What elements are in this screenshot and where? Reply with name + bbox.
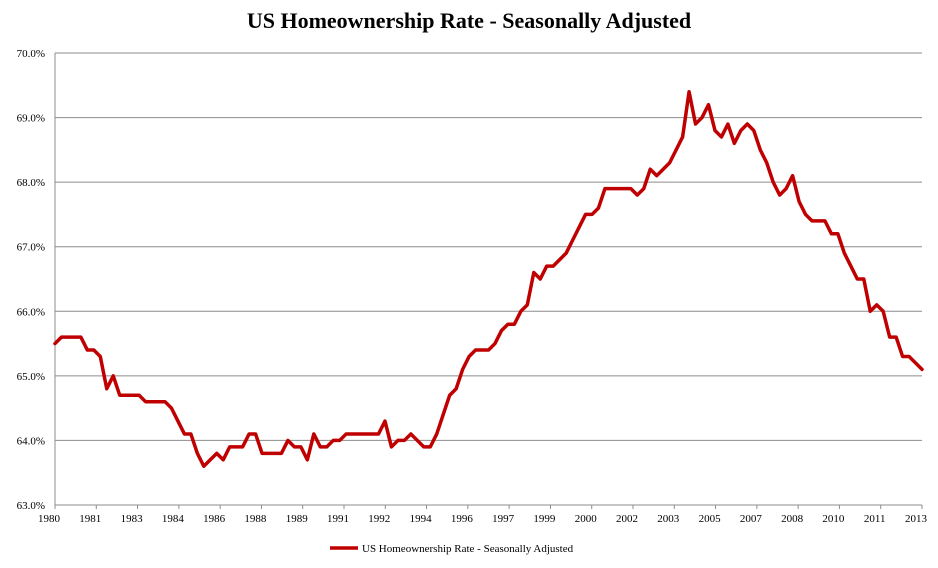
axes [54, 53, 923, 509]
x-tick-label: 1983 [121, 513, 144, 525]
x-tick-label: 1989 [286, 513, 309, 525]
x-tick-label: 1980 [38, 513, 61, 525]
x-tick-label: 1996 [451, 513, 474, 525]
x-tick-label: 2013 [905, 513, 928, 525]
y-tick-labels: 63.0% 64.0% 65.0% 66.0% 67.0% 68.0% 69.0% 70.0% [17, 48, 45, 512]
x-tick-label: 1997 [492, 513, 515, 525]
y-tick-label: 63.0% [17, 500, 45, 512]
x-tick-label: 2008 [781, 513, 804, 525]
x-tick-label: 1981 [79, 513, 101, 525]
x-tick-label: 2007 [740, 513, 763, 525]
legend-label: US Homeownership Rate - Seasonally Adjus… [362, 543, 574, 555]
x-tick-labels: 1980 1981 1983 1984 1986 1988 1989 1991 1992 1994… [38, 513, 928, 525]
x-tick-label: 1999 [533, 513, 556, 525]
x-tick-label: 2005 [699, 513, 722, 525]
series-group [53, 89, 924, 469]
x-tick-label: 1986 [203, 513, 226, 525]
y-tick-label: 69.0% [17, 113, 45, 125]
x-tick-label: 2000 [575, 513, 598, 525]
y-tick-label: 67.0% [17, 242, 45, 254]
x-tick-label: 2002 [616, 513, 638, 525]
y-tick-label: 65.0% [17, 371, 45, 383]
x-tick-label: 2003 [657, 513, 680, 525]
y-tick-label: 66.0% [17, 306, 45, 318]
x-tick-label: 1988 [244, 513, 267, 525]
legend: US Homeownership Rate - Seasonally Adjus… [330, 543, 574, 555]
y-tick-label: 68.0% [17, 177, 45, 189]
gridlines [55, 52, 922, 506]
y-tick-label: 64.0% [17, 435, 45, 447]
x-tick-label: 1992 [368, 513, 390, 525]
x-tick-label: 1994 [410, 513, 433, 525]
x-tick-label: 2010 [822, 513, 845, 525]
x-tick-label: 1991 [327, 513, 349, 525]
x-tick-label: 1984 [162, 513, 185, 525]
y-tick-label: 70.0% [17, 48, 45, 60]
chart-title: US Homeownership Rate - Seasonally Adjus… [246, 8, 692, 33]
x-tick-label: 2011 [864, 513, 886, 525]
series-line [53, 89, 924, 469]
